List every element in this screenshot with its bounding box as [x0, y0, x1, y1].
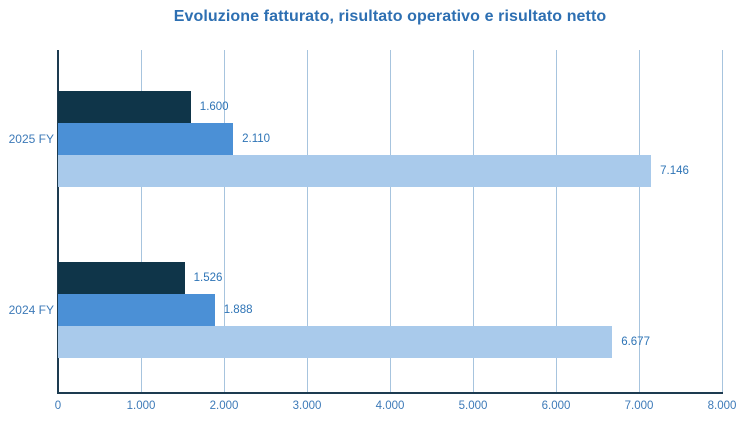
x-tick-label: 8.000	[707, 400, 737, 412]
gridline	[555, 50, 557, 393]
x-tick-label: 2.000	[209, 400, 239, 412]
chart-title: Evoluzione fatturato, risultato operativ…	[173, 8, 607, 25]
bar-fatturato	[58, 155, 652, 187]
x-tick-label: 1.000	[126, 400, 156, 412]
gridline	[306, 50, 308, 393]
y-axis-line	[57, 50, 59, 394]
bar-fatturato	[58, 326, 613, 358]
bar-risultato-operativo	[58, 294, 215, 326]
bar-risultato-netto	[58, 91, 191, 123]
x-tick-label: 0	[54, 400, 62, 412]
bar-risultato-netto	[58, 262, 185, 294]
bar-risultato-operativo	[58, 123, 234, 155]
gridline	[223, 50, 225, 393]
bar-value-label: 7.146	[660, 165, 689, 177]
x-tick-label: 5.000	[458, 400, 488, 412]
gridline	[140, 50, 142, 393]
gridline	[721, 50, 723, 393]
bar-value-label: 1.600	[199, 101, 229, 113]
bar-value-label: 6.677	[621, 336, 650, 348]
gridline	[389, 50, 391, 393]
x-tick-label: 3.000	[292, 400, 322, 412]
x-tick-label: 7.000	[624, 400, 654, 412]
bar-value-label: 2.110	[242, 133, 271, 145]
gridline	[472, 50, 474, 393]
y-category-label: 2025 FY	[8, 132, 54, 146]
bar-value-label: 1.888	[223, 304, 253, 316]
x-tick-label: 6.000	[541, 400, 571, 412]
gridline	[638, 50, 640, 393]
x-axis-line	[57, 392, 723, 394]
y-category-label: 2024 FY	[8, 303, 54, 317]
x-tick-label: 4.000	[375, 400, 405, 412]
bar-value-label: 1.526	[193, 272, 223, 284]
